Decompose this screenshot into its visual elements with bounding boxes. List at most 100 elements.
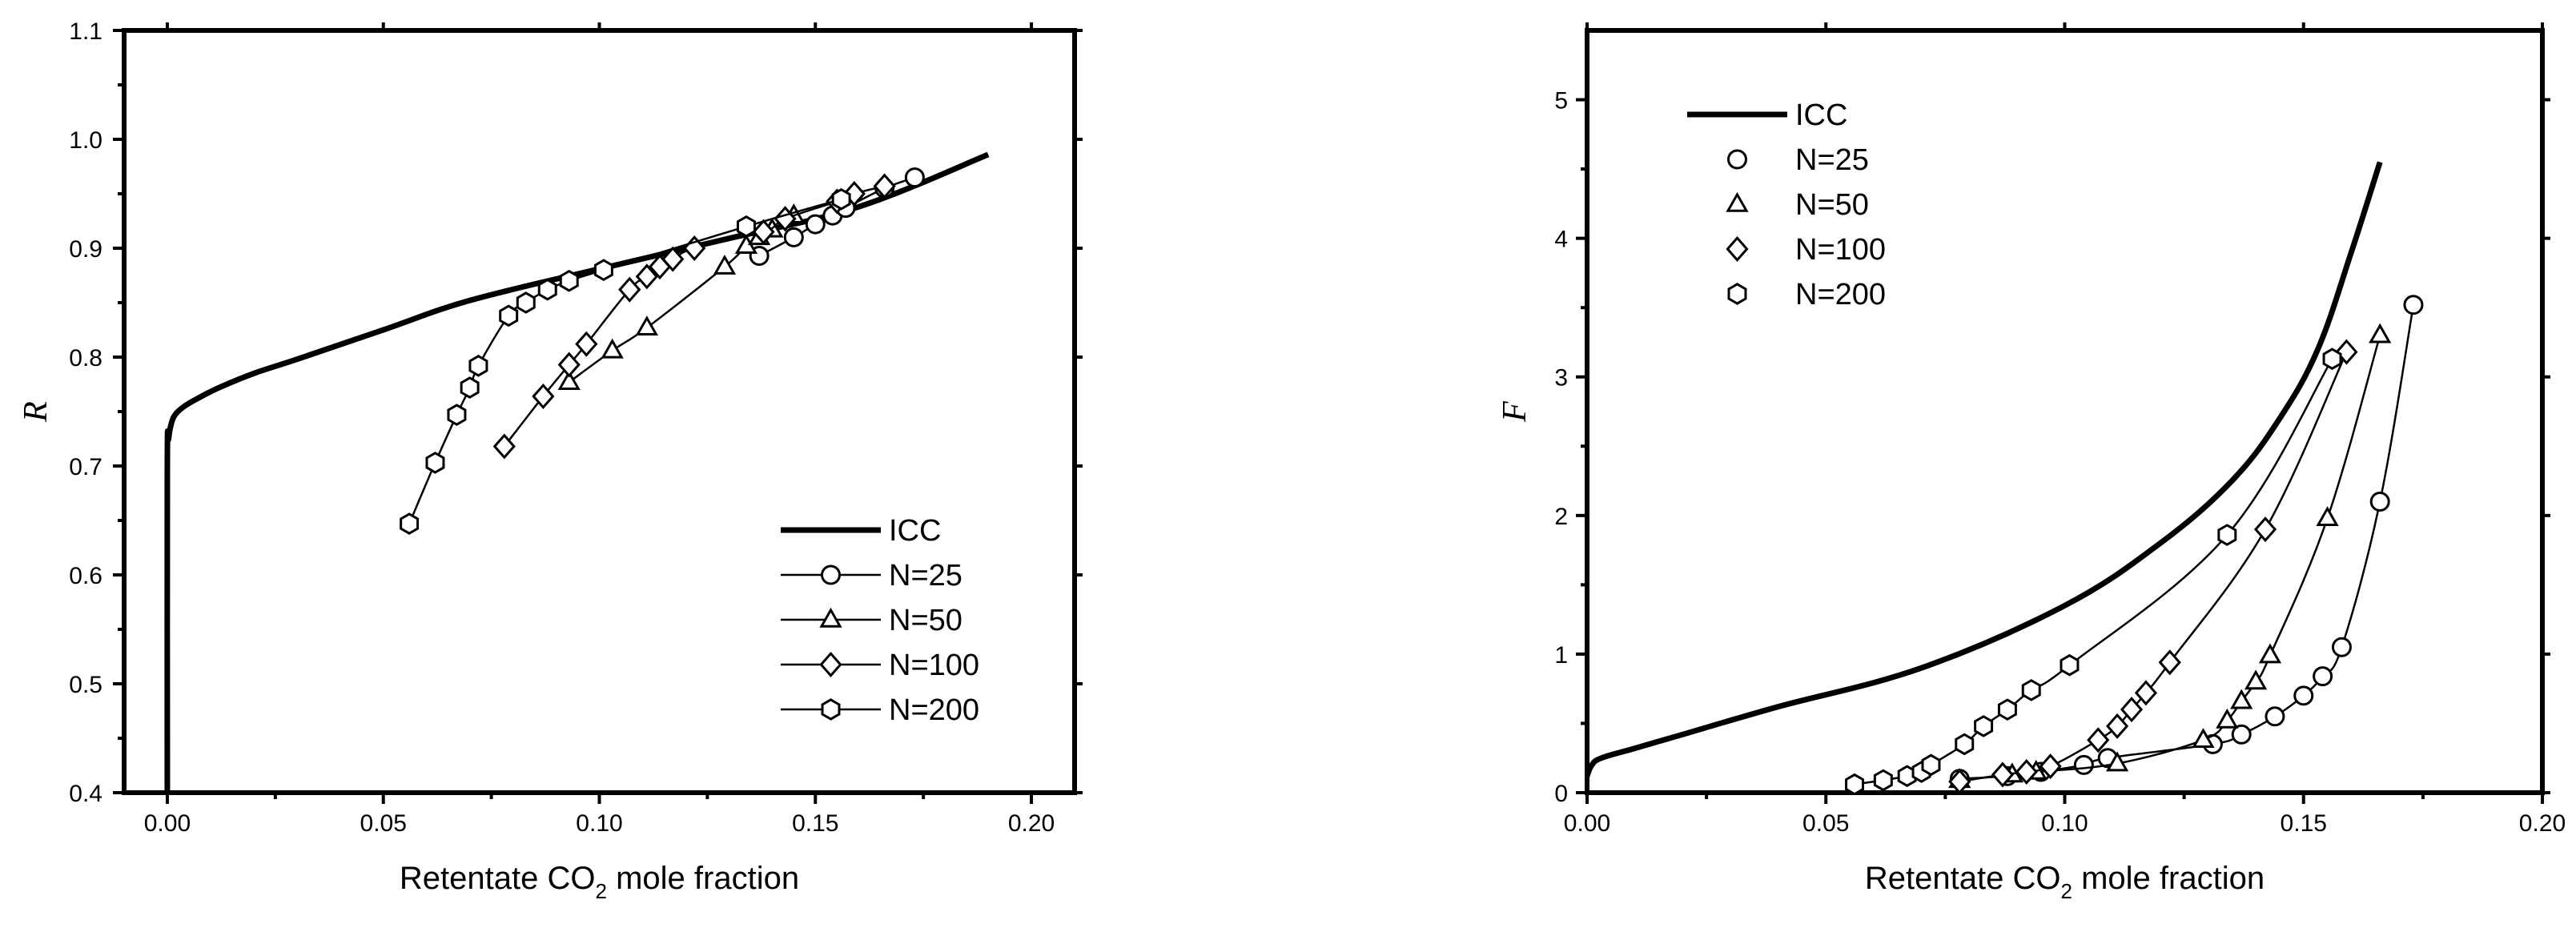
y-tick-label: 0 [1554, 781, 1568, 807]
data-point-n-100 [1991, 761, 2015, 788]
x-axis-title-part: mole fraction [2072, 861, 2265, 896]
legend-label-n-25: N=25 [1795, 143, 1869, 177]
data-point-n-200 [1873, 769, 1893, 792]
data-point-n-50 [2258, 643, 2282, 664]
x-tick-label: 0.00 [1564, 810, 1610, 837]
y-tick-label: 2 [1554, 504, 1568, 530]
y-tick-label: 1.1 [69, 18, 102, 45]
series-line-icc [1587, 161, 2383, 777]
legend-label-n-25: N=25 [889, 559, 962, 593]
data-point-n-50 [2105, 751, 2129, 772]
data-point-n-25 [2313, 666, 2333, 687]
data-point-n-25 [2073, 754, 2094, 775]
data-point-n-25 [2403, 295, 2424, 315]
data-point-n-100 [2158, 649, 2181, 676]
data-point-n-100 [1948, 769, 1971, 793]
data-point-n-200 [1845, 773, 1865, 793]
data-point-n-25 [2369, 492, 2390, 512]
data-point-n-100 [492, 433, 516, 460]
data-point-n-200 [460, 376, 480, 399]
y-tick-label: 1 [1554, 642, 1568, 669]
data-point-n-25 [2265, 706, 2285, 727]
legend-marker-n-50 [819, 607, 842, 628]
data-point-n-50 [2230, 689, 2253, 709]
y-axis-title: F [1497, 401, 1533, 423]
y-tick-label: 0.8 [69, 345, 102, 372]
y-tick-label: 5 [1554, 88, 1568, 114]
y-axis-title: R [18, 401, 54, 423]
data-point-n-200 [1997, 698, 2017, 721]
plot-area [1587, 161, 2424, 793]
data-point-n-100 [2087, 727, 2110, 753]
data-point-n-200 [516, 291, 536, 314]
right-chart-panel: 0.00 0.05 0.10 0.15 0.20 0 1 2 3 4 5 Retentate CO2 … [1497, 22, 2566, 903]
legend-marker-n-200 [1727, 283, 1747, 305]
legend-marker-n-25 [821, 564, 841, 585]
data-point-n-200 [400, 512, 420, 535]
data-point-n-100 [842, 180, 866, 207]
data-point-n-200 [499, 304, 519, 327]
legend-marker-n-200 [821, 698, 841, 721]
x-tick-label: 0.10 [2041, 810, 2088, 837]
x-axis-title-subscript: 2 [596, 879, 607, 903]
legend-label-n-100: N=100 [1795, 233, 1886, 267]
legend-label-n-200: N=200 [889, 693, 979, 727]
data-point-n-200 [537, 278, 557, 301]
data-point-n-50 [557, 370, 581, 391]
data-point-n-200 [1955, 733, 1975, 756]
data-point-n-100 [2253, 516, 2277, 543]
plot-area [164, 151, 990, 793]
legend-label-n-50: N=50 [889, 604, 962, 637]
left-chart-panel: 0.00 0.05 0.10 0.15 0.20 0.4 0.5 0.6 0.7 0.8 0.9 1.… [18, 18, 1083, 903]
data-point-n-200 [468, 355, 488, 377]
data-point-n-100 [532, 383, 555, 409]
legend-marker-n-100 [1726, 235, 1749, 263]
data-point-n-100 [2134, 680, 2158, 706]
x-axis-title: Retentate CO2 mole fraction [400, 861, 799, 903]
y-tick-label: 1.0 [69, 127, 102, 154]
legend: ICC N=25 N=50 N=100 N=200 [1687, 98, 1886, 311]
data-point-n-50 [2316, 506, 2339, 527]
data-point-n-200 [1897, 765, 1917, 788]
data-point-n-25 [2331, 637, 2352, 657]
data-point-n-100 [2120, 697, 2144, 723]
data-point-n-50 [2369, 323, 2392, 343]
x-tick-label: 0.05 [1802, 810, 1849, 837]
x-axis-title-part: Retentate CO [400, 861, 596, 896]
legend-label-n-50: N=50 [1795, 188, 1869, 222]
data-point-n-200 [2217, 524, 2237, 546]
data-point-n-100 [2039, 753, 2062, 780]
plot-frame [122, 28, 1077, 795]
y-tick-label: 0.6 [69, 563, 102, 589]
legend-marker-n-100 [819, 651, 842, 678]
data-point-n-200 [593, 259, 613, 282]
data-point-n-200 [2021, 679, 2041, 701]
data-point-n-100 [2015, 759, 2038, 785]
data-point-n-50 [601, 338, 624, 359]
y-tick-label: 0.5 [69, 672, 102, 698]
legend-label-icc: ICC [1795, 98, 1847, 132]
data-point-n-100 [774, 206, 797, 232]
data-point-n-200 [425, 452, 445, 474]
data-point-n-25 [904, 167, 925, 188]
x-axis-title-part: Retentate CO [1865, 861, 2061, 896]
x-tick-label: 0.20 [2519, 810, 2566, 837]
x-axis-title-part: mole fraction [607, 861, 799, 896]
legend-marker-n-25 [1727, 149, 1747, 170]
data-point-n-25 [783, 227, 804, 247]
data-point-n-100 [618, 276, 641, 303]
x-tick-label: 0.00 [144, 810, 191, 837]
data-point-n-100 [557, 352, 581, 378]
data-point-n-100 [873, 173, 896, 199]
data-point-n-100 [575, 331, 598, 357]
data-point-n-200 [1974, 715, 1994, 737]
series-line-n-25 [1959, 304, 2415, 780]
series-line-n-200 [1854, 358, 2333, 785]
data-point-n-200 [736, 215, 756, 238]
data-point-n-25 [2293, 685, 2314, 706]
y-tick-label: 4 [1554, 227, 1568, 253]
series-line-icc [164, 151, 990, 793]
x-tick-label: 0.15 [2281, 810, 2327, 837]
legend-label-n-100: N=100 [889, 649, 979, 682]
